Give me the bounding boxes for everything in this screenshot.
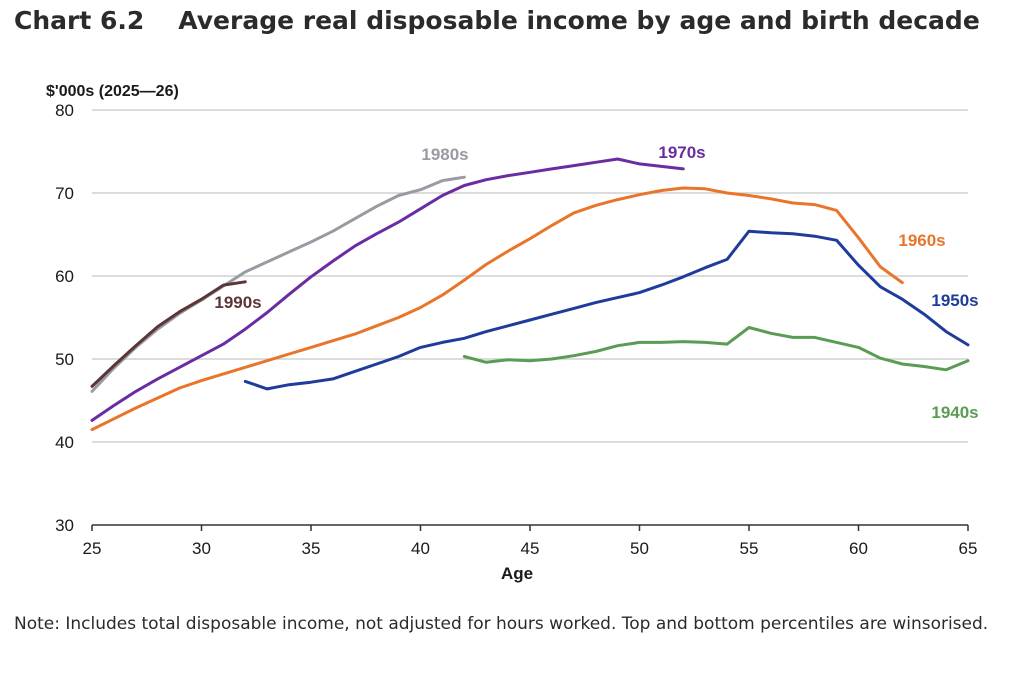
x-tick-label-50: 50	[630, 539, 649, 558]
y-tick-label-70: 70	[55, 184, 74, 203]
chart-title: Average real disposable income by age an…	[178, 6, 980, 35]
chart-header: Chart 6.2 Average real disposable income …	[14, 6, 980, 35]
series-label-1970s: 1970s	[658, 143, 705, 162]
series-line-1960s	[90, 186, 904, 432]
series-line-1950s	[243, 229, 970, 391]
y-tick-label-40: 40	[55, 433, 74, 452]
axes: 30 40 50 60 70 80 25 30 35 40 45 50 55 60 65 Age $'000s …	[46, 83, 977, 583]
chart-number: Chart 6.2	[14, 6, 145, 35]
x-tick-label-45: 45	[521, 539, 540, 558]
series-label-1990s: 1990s	[214, 293, 261, 312]
series-line-1970s	[90, 157, 685, 422]
y-tick-label-30: 30	[55, 516, 74, 535]
y-tick-label-60: 60	[55, 267, 74, 286]
y-axis-unit-label: $'000s (2025—26)	[46, 83, 179, 100]
series-lines	[90, 157, 970, 432]
series-label-1950s: 1950s	[931, 291, 978, 310]
x-axis-title: Age	[501, 564, 533, 583]
x-tick-label-65: 65	[959, 539, 978, 558]
series-label-1960s: 1960s	[898, 231, 945, 250]
x-tick-label-55: 55	[740, 539, 759, 558]
y-tick-label-80: 80	[55, 101, 74, 120]
line-chart: 30 40 50 60 70 80 25 30 35 40 45 50 55 60 65 Age $'000s …	[46, 83, 979, 583]
x-tick-label-30: 30	[192, 539, 211, 558]
chart-note: Note: Includes total disposable income, …	[14, 614, 989, 634]
x-tick-label-60: 60	[849, 539, 868, 558]
y-tick-label-50: 50	[55, 350, 74, 369]
series-line-1980s	[90, 175, 466, 393]
series-label-1940s: 1940s	[931, 403, 978, 422]
series-labels: 1940s 1950s 1960s 1970s 1980s 1990s	[214, 143, 978, 422]
series-label-1980s: 1980s	[421, 145, 468, 164]
gridlines	[92, 109, 968, 443]
x-tick-label-40: 40	[411, 539, 430, 558]
series-line-1940s	[462, 326, 970, 372]
x-tick-label-25: 25	[83, 539, 102, 558]
series-line-1990s	[90, 280, 247, 388]
x-tick-label-35: 35	[302, 539, 321, 558]
